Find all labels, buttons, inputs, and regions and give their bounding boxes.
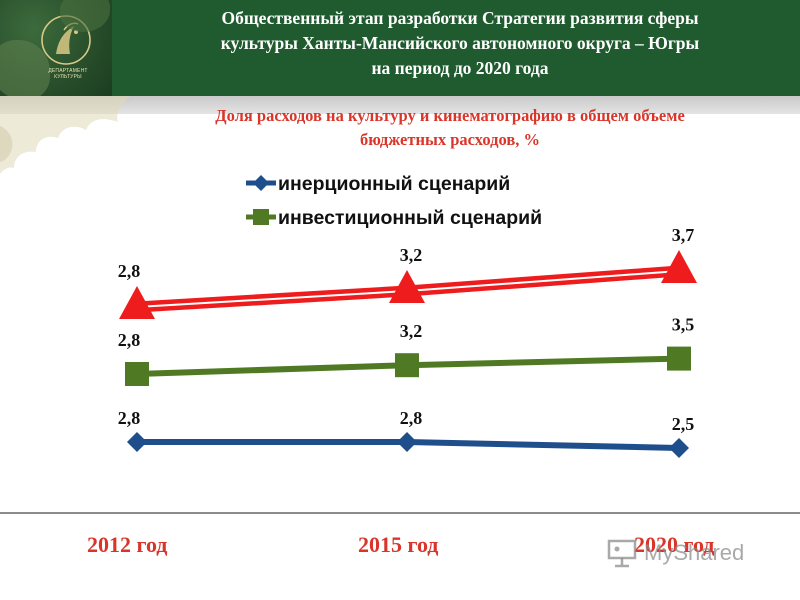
title-line-3: на период до 2020 года — [371, 58, 549, 78]
data-label-red-2: 3,7 — [672, 225, 695, 245]
legend-label-inertial: инерционный сценарий — [278, 173, 511, 195]
header-divider-band — [0, 96, 800, 114]
data-label-inertial-2: 2,5 — [672, 414, 695, 434]
data-point-inertial-0 — [127, 432, 147, 452]
data-point-red-0 — [119, 286, 155, 319]
data-point-investment-1 — [395, 353, 419, 378]
legend-marker-square-icon — [246, 209, 276, 225]
data-label-investment-0: 2,8 — [118, 330, 141, 350]
data-label-investment-1: 3,2 — [400, 321, 423, 341]
subtitle-line-1: Доля расходов на культуру и кинематограф… — [215, 106, 685, 125]
x-axis-label-2012: 2012 год — [87, 532, 168, 557]
data-label-red-1: 3,2 — [400, 245, 423, 265]
legend-label-investment: инвестиционный сценарий — [278, 207, 543, 229]
title-line-2: культуры Ханты-Мансийского автономного о… — [220, 33, 700, 53]
data-label-red-0: 2,8 — [118, 261, 141, 281]
data-point-red-1 — [389, 270, 425, 303]
data-label-investment-2: 3,5 — [672, 315, 695, 335]
presentation-board-icon — [607, 539, 637, 568]
data-point-investment-2 — [667, 346, 691, 371]
decorative-pattern — [0, 96, 130, 174]
data-point-investment-0 — [125, 362, 149, 386]
logo-caption: ДЕПАРТАМЕНТ КУЛЬТУРЫ — [48, 68, 88, 80]
watermark-text: MyShared — [644, 540, 745, 565]
subtitle-line-2: бюджетных расходов, % — [360, 130, 540, 149]
header-banner: ДЕПАРТАМЕНТ КУЛЬТУРЫ Общественный этап р… — [0, 0, 800, 96]
x-axis-label-2020: 2020 год — [634, 532, 715, 557]
data-point-red-2 — [661, 250, 697, 283]
logo-background: ДЕПАРТАМЕНТ КУЛЬТУРЫ — [0, 0, 112, 96]
x-axis-label-2015: 2015 год — [358, 532, 439, 557]
data-label-inertial-0: 2,8 — [118, 408, 141, 428]
data-point-inertial-2 — [669, 438, 689, 458]
legend-marker-diamond-icon — [246, 175, 276, 191]
title-line-1: Общественный этап разработки Стратегии р… — [221, 8, 699, 28]
data-label-inertial-1: 2,8 — [400, 408, 423, 428]
page-title: Общественный этап разработки Стратегии р… — [140, 6, 780, 81]
chart-subtitle: Доля расходов на культуру и кинематограф… — [120, 104, 780, 152]
data-point-inertial-1 — [397, 432, 417, 452]
chart-baseline-divider — [0, 512, 800, 514]
